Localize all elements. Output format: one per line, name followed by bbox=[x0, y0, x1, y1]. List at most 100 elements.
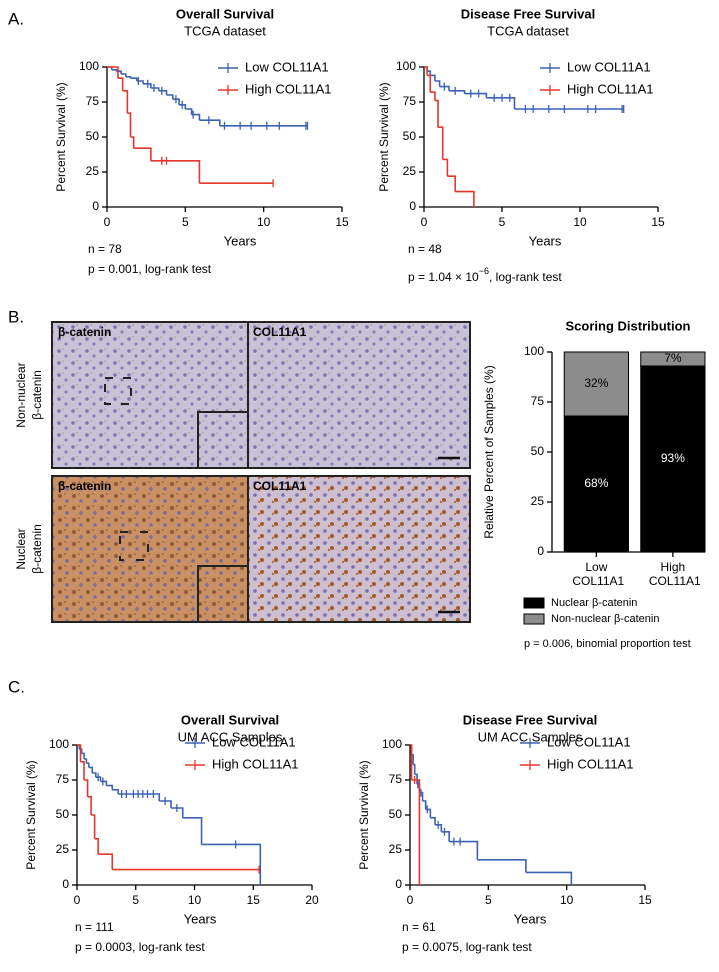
annotation-part: p = 1.04 × 10 bbox=[408, 270, 479, 284]
x-tick-label: 5 bbox=[499, 215, 506, 229]
y-tick-label: 100 bbox=[79, 59, 99, 73]
survival-step bbox=[84, 758, 88, 764]
survival-step bbox=[434, 80, 441, 87]
survival-step bbox=[106, 784, 114, 790]
value-label: 32% bbox=[584, 376, 608, 390]
stain-label: β-catenin bbox=[58, 325, 111, 339]
legend-label: Low COL11A1 bbox=[212, 734, 296, 749]
survival-step bbox=[143, 83, 152, 88]
survival-step bbox=[158, 90, 168, 95]
y-tick-label: 100 bbox=[396, 59, 416, 73]
survival-step bbox=[449, 840, 479, 860]
survival-step bbox=[430, 91, 436, 101]
x-tick-label: 5 bbox=[132, 893, 139, 907]
survival-step bbox=[424, 66, 428, 76]
survival-step bbox=[199, 119, 221, 126]
survival-step bbox=[118, 793, 161, 801]
y-tick-label: 25 bbox=[56, 842, 70, 856]
x-tick-label: 10 bbox=[560, 893, 574, 907]
survival-step bbox=[88, 766, 94, 773]
y-tick-label: 100 bbox=[524, 344, 544, 358]
x-axis-label: Years bbox=[529, 233, 562, 248]
y-tick-label: 0 bbox=[62, 877, 69, 891]
survival-step bbox=[434, 99, 439, 128]
y-tick-label: 75 bbox=[86, 94, 100, 108]
micrograph bbox=[248, 322, 470, 468]
survival-step bbox=[84, 779, 89, 797]
survival-step bbox=[455, 190, 475, 207]
survival-step bbox=[179, 104, 187, 109]
survival-step bbox=[182, 817, 203, 845]
survival-step bbox=[201, 843, 262, 885]
micrograph-grid: β-catenin COL11A1 β-catenin COL11A1 Non-… bbox=[14, 321, 471, 623]
y-tick-label: 0 bbox=[395, 877, 402, 891]
annotation: p = 0.0003, log-rank test bbox=[75, 940, 205, 954]
micrograph bbox=[248, 476, 470, 622]
survival-step bbox=[98, 853, 114, 870]
y-tick-label: 25 bbox=[403, 164, 417, 178]
chart-subtitle: UM ACC Samples bbox=[478, 729, 583, 744]
chart-subtitle: TCGA dataset bbox=[487, 23, 569, 38]
survival-step bbox=[117, 77, 124, 91]
survival-step bbox=[150, 160, 201, 184]
x-tick-label: 0 bbox=[407, 893, 414, 907]
y-tick-label: 50 bbox=[403, 129, 417, 143]
survival-step bbox=[130, 77, 138, 81]
chart-title: Disease Free Survival bbox=[461, 6, 595, 21]
value-label: 93% bbox=[661, 451, 685, 465]
survival-step bbox=[166, 94, 174, 100]
survival-step bbox=[92, 772, 97, 778]
chart-subtitle: TCGA dataset bbox=[184, 23, 266, 38]
y-tick-label: 50 bbox=[86, 129, 100, 143]
survival-step bbox=[95, 776, 102, 782]
x-axis-label: Years bbox=[184, 911, 217, 926]
x-tick-label: 15 bbox=[335, 215, 349, 229]
annotation-part: , log-rank test bbox=[489, 270, 562, 284]
x-tick-label: 0 bbox=[104, 215, 111, 229]
y-axis-label: Percent Survival (%) bbox=[377, 82, 391, 191]
stain-label: β-catenin bbox=[58, 479, 111, 493]
survival-step bbox=[86, 762, 90, 768]
row-label: Nuclear bbox=[14, 528, 28, 569]
legend-label: High COL11A1 bbox=[567, 81, 653, 96]
y-tick-label: 0 bbox=[409, 199, 416, 213]
x-tick-label-box: Low COL11A1 bbox=[572, 560, 624, 588]
panel-label: B. bbox=[8, 307, 24, 326]
survival-step bbox=[525, 871, 573, 885]
inset bbox=[197, 411, 249, 469]
x-tick-label: High COL11A1 bbox=[648, 560, 701, 588]
survival-step bbox=[121, 73, 127, 77]
survival-step bbox=[427, 70, 432, 76]
survival-step bbox=[185, 108, 193, 115]
y-axis-label: Percent Survival (%) bbox=[357, 760, 371, 869]
bar-segment bbox=[640, 351, 706, 367]
y-tick-label: 50 bbox=[56, 807, 70, 821]
survival-step bbox=[425, 808, 432, 818]
y-tick-label: 50 bbox=[389, 807, 403, 821]
legend-label: Low COL11A1 bbox=[245, 59, 329, 74]
survival-step bbox=[150, 87, 160, 91]
y-tick-label: 25 bbox=[389, 842, 403, 856]
y-tick-label: 100 bbox=[49, 737, 69, 751]
chart-title: Overall Survival bbox=[176, 6, 274, 21]
x-tick-label: 20 bbox=[305, 893, 319, 907]
y-tick-label: 100 bbox=[382, 737, 402, 751]
x-tick-label: 15 bbox=[651, 215, 665, 229]
x-tick-label: 0 bbox=[74, 893, 81, 907]
survival-step bbox=[414, 773, 418, 785]
survival-step bbox=[111, 69, 118, 72]
legend-label: Low COL11A1 bbox=[567, 59, 651, 74]
legend-label: Nuclear β-catenin bbox=[551, 597, 637, 609]
y-tick-label: 75 bbox=[56, 772, 70, 786]
frame bbox=[51, 475, 471, 623]
y-axis-label: Percent Survival (%) bbox=[54, 82, 68, 191]
row-label: Non-nuclear bbox=[14, 362, 28, 427]
stain-label: COL11A1 bbox=[253, 325, 307, 339]
survival-step bbox=[441, 831, 450, 842]
survival-step bbox=[94, 838, 99, 855]
survival-step bbox=[80, 761, 85, 780]
x-tick-label: 10 bbox=[573, 215, 587, 229]
y-tick-label: 75 bbox=[389, 772, 403, 786]
x-tick-label: 5 bbox=[182, 215, 189, 229]
x-axis-label: Years bbox=[514, 911, 547, 926]
